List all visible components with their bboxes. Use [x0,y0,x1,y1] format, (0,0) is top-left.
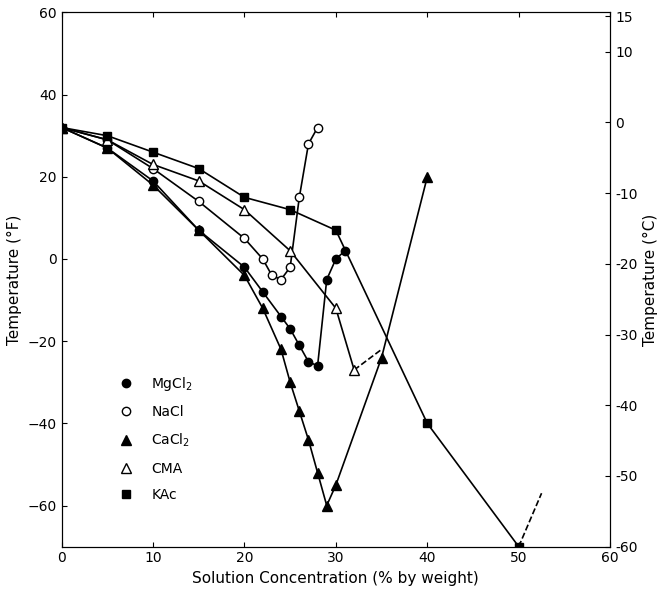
X-axis label: Solution Concentration (% by weight): Solution Concentration (% by weight) [192,571,479,586]
Y-axis label: Temperature (°C): Temperature (°C) [643,213,658,346]
Legend: MgCl$_2$, NaCl, CaCl$_2$, CMA, KAc: MgCl$_2$, NaCl, CaCl$_2$, CMA, KAc [107,369,199,508]
Y-axis label: Temperature (°F): Temperature (°F) [7,214,22,345]
